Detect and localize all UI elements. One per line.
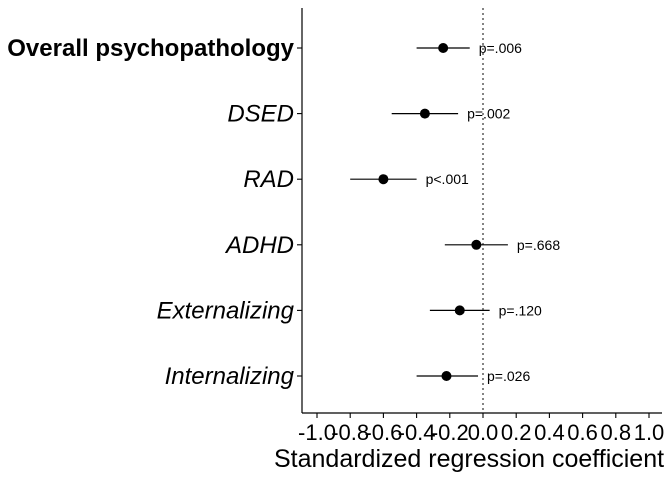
row-label: Internalizing — [165, 363, 295, 390]
y-axis — [297, 8, 303, 413]
row-label: Externalizing — [157, 297, 295, 324]
p-value-label: p<.001 — [426, 171, 469, 187]
p-value-label: p=.120 — [499, 302, 542, 318]
x-tick-label: -1.0 — [298, 420, 336, 445]
x-tick-label: -0.6 — [364, 420, 402, 445]
x-tick-label: 0.6 — [567, 420, 598, 445]
p-value-label: p=.006 — [479, 40, 522, 56]
point-estimate — [454, 305, 465, 316]
row-label: ADHD — [224, 232, 294, 259]
p-value-label: p=.002 — [467, 106, 510, 122]
point-estimate — [419, 108, 430, 119]
x-tick-label: 0.0 — [468, 420, 499, 445]
point-estimate — [438, 43, 449, 53]
x-tick-label: 0.2 — [501, 420, 532, 445]
point-estimate — [378, 174, 389, 185]
row-label: DSED — [227, 101, 294, 128]
estimates: p=.006 p=.002 p<.001 p=.668 p=.120 p=.026 — [350, 40, 560, 384]
x-tick-label: 0.8 — [601, 420, 632, 445]
y-axis-labels: Overall psychopathology DSED RAD ADHD Extern… — [7, 35, 294, 390]
row-label: Overall psychopathology — [7, 35, 294, 62]
x-axis-title: Standardized regression coefficient — [274, 445, 664, 473]
x-tick-label: -0.4 — [398, 420, 436, 445]
x-tick-label: -0.8 — [331, 420, 369, 445]
point-estimate — [441, 371, 452, 381]
row-label: RAD — [243, 166, 294, 193]
x-axis: -1.0-0.8-0.6-0.4-0.20.0 0.2 0.4 0.6 0.8 1.0 — [298, 412, 665, 445]
x-tick-label: -0.2 — [431, 420, 469, 445]
x-tick-label: 1.0 — [634, 420, 665, 445]
p-value-label: p=.026 — [487, 368, 530, 384]
point-estimate — [471, 239, 482, 250]
x-tick-label: 0.4 — [534, 420, 565, 445]
p-value-label: p=.668 — [517, 237, 560, 253]
